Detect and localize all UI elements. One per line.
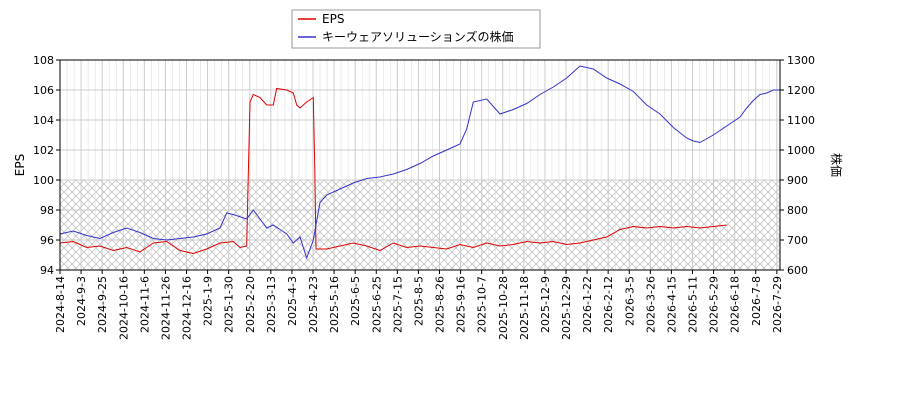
axes xyxy=(59,59,781,271)
grid-lines xyxy=(59,59,780,271)
x-tick-label: 2024-9-3 xyxy=(75,276,88,326)
x-tick-label: 2025-7-15 xyxy=(391,276,404,333)
x-tick-label: 2024-10-16 xyxy=(117,276,130,340)
legend-label-price: キーウェアソリューションズの株価 xyxy=(322,29,514,44)
x-tick-label: 2025-2-20 xyxy=(244,276,257,333)
x-tick-label: 2024-11-26 xyxy=(159,276,172,340)
x-tick-label: 2025-1-9 xyxy=(202,276,215,326)
x-tick-label: 2025-12-29 xyxy=(560,276,573,340)
y-right-tick-label: 900 xyxy=(787,174,808,187)
legend-label-eps: EPS xyxy=(322,12,344,26)
x-tick-label: 2025-6-25 xyxy=(370,276,383,333)
shaded-region xyxy=(60,180,780,270)
y-right-axis-title: 株価 xyxy=(829,153,844,177)
x-tick-label: 2025-9-16 xyxy=(455,276,468,333)
x-tick-label: 2025-4-23 xyxy=(307,276,320,333)
y-right-tick-label: 1300 xyxy=(787,54,815,67)
legend-box xyxy=(291,9,541,49)
x-tick-label: 2026-3-26 xyxy=(644,276,657,333)
x-tick-label: 2025-10-7 xyxy=(476,276,489,333)
x-tick-label: 2024-12-16 xyxy=(181,276,194,340)
y-right-tick-label: 1200 xyxy=(787,84,815,97)
y-left-tick-labels: 94 96 98 100 102 104 106 108 xyxy=(33,54,60,277)
y-right-tick-label: 700 xyxy=(787,234,808,247)
y-left-tick-label: 98 xyxy=(40,204,54,217)
y-left-tick-label: 100 xyxy=(33,174,54,187)
x-tick-label: 2024-9-25 xyxy=(96,276,109,333)
x-tick-label: 2026-3-5 xyxy=(623,276,636,326)
x-tick-label: 2025-8-26 xyxy=(434,276,447,333)
y-right-tick-label: 1100 xyxy=(787,114,815,127)
y-left-axis-title: EPS xyxy=(13,154,27,176)
x-tick-label: 2026-7-8 xyxy=(750,276,763,326)
y-left-tick-label: 94 xyxy=(40,264,54,277)
x-tick-label: 2026-2-12 xyxy=(602,276,615,333)
x-tick-label: 2024-8-14 xyxy=(54,276,67,333)
legend: EPS キーウェアソリューションズの株価 xyxy=(291,9,541,49)
x-tick-label: 2024-11-6 xyxy=(138,276,151,333)
x-tick-label: 2025-11-18 xyxy=(518,276,531,340)
x-tick-label: 2025-4-3 xyxy=(286,276,299,326)
y-left-tick-label: 102 xyxy=(33,144,54,157)
x-tick-label: 2026-4-15 xyxy=(665,276,678,333)
series-line-eps xyxy=(59,87,727,255)
x-tick-label: 2025-12-9 xyxy=(539,276,552,333)
y-left-tick-label: 108 xyxy=(33,54,54,67)
series-line-price xyxy=(59,65,780,260)
plot-frame xyxy=(59,59,781,271)
y-right-tick-labels: 600 700 800 900 1000 1100 1200 1300 xyxy=(780,54,815,277)
x-tick-label: 2025-1-30 xyxy=(223,276,236,333)
x-tick-label: 2025-6-5 xyxy=(349,276,362,326)
series-layer xyxy=(59,65,780,260)
y-right-tick-label: 800 xyxy=(787,204,808,217)
x-tick-label: 2026-5-11 xyxy=(687,276,700,333)
y-left-tick-label: 106 xyxy=(33,84,54,97)
x-tick-label: 2026-7-29 xyxy=(771,276,784,333)
x-tick-label: 2025-3-13 xyxy=(265,276,278,333)
y-left-tick-label: 96 xyxy=(40,234,54,247)
x-tick-label: 2026-5-29 xyxy=(708,276,721,333)
plot-background xyxy=(60,60,780,270)
y-right-tick-label: 600 xyxy=(787,264,808,277)
x-tick-label: 2026-6-18 xyxy=(729,276,742,333)
y-right-tick-label: 1000 xyxy=(787,144,815,157)
x-tick-label: 2025-8-5 xyxy=(412,276,425,326)
x-tick-label: 2025-5-16 xyxy=(328,276,341,333)
x-tick-label: 2026-1-22 xyxy=(581,276,594,333)
x-tick-label: 2025-10-28 xyxy=(497,276,510,340)
x-tick-labels: 2024-8-14 2024-9-3 2024-9-25 2024-10-16 2024… xyxy=(54,270,784,340)
y-left-tick-label: 104 xyxy=(33,114,54,127)
